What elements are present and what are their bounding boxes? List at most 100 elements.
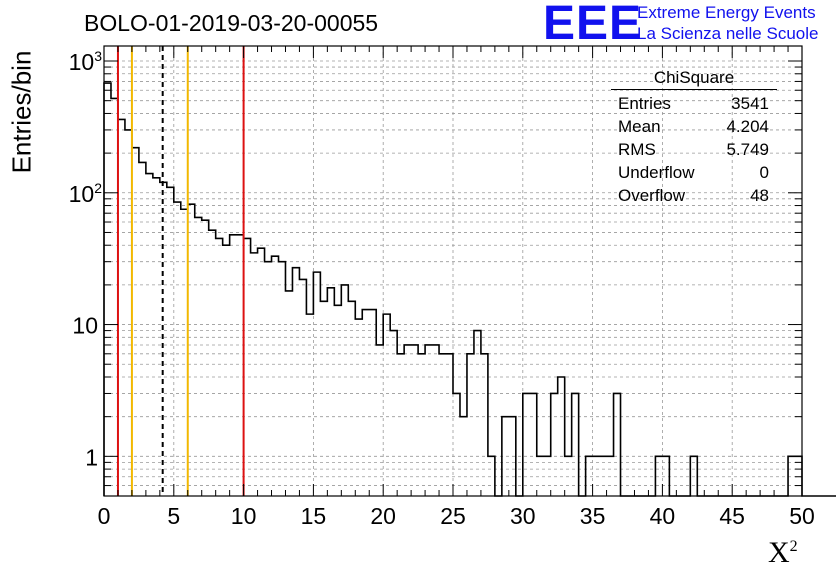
x-tick-label: 50 <box>789 503 815 529</box>
histogram-series <box>103 82 836 497</box>
histogram-bin <box>195 217 202 496</box>
histogram-bin <box>586 456 593 496</box>
histogram-bin <box>411 345 418 496</box>
y-tick-label: 1 <box>85 444 98 470</box>
histogram-bin <box>558 377 565 496</box>
histogram-bin <box>565 456 572 496</box>
stats-row-entries: Entries 3541 <box>618 94 769 113</box>
histogram-bin <box>279 262 286 496</box>
histogram-bin <box>167 187 174 496</box>
x-tick-label: 0 <box>98 503 111 529</box>
histogram-bin <box>655 456 662 496</box>
histogram-bin <box>530 393 537 496</box>
x-axis-label: X2 <box>768 536 798 569</box>
histogram-bin <box>544 456 551 496</box>
stats-row-rms: RMS 5.749 <box>618 140 769 159</box>
x-tick-label: 30 <box>510 503 536 529</box>
histogram-bin <box>265 262 272 496</box>
histogram-bin <box>244 238 251 496</box>
histogram-bin <box>146 174 153 496</box>
histogram-bin <box>418 354 425 496</box>
logo-line-2: La Scienza nelle Scuole <box>637 24 819 43</box>
histogram-bin <box>348 301 355 496</box>
histogram-bin <box>285 291 292 496</box>
histogram-bin <box>537 456 544 496</box>
histogram-bin <box>320 301 327 496</box>
reference-lines <box>116 46 245 496</box>
histogram-bin <box>251 253 258 496</box>
stats-row-overflow: Overflow 48 <box>618 186 769 205</box>
histogram-bin <box>607 456 614 496</box>
histogram-bin <box>362 310 369 496</box>
y-axis-label: Entries/bin <box>6 50 37 174</box>
chart-title: BOLO-01-2019-03-20-00055 <box>84 10 379 36</box>
histogram-bin <box>132 148 139 496</box>
histogram-bin <box>502 417 509 496</box>
histogram-bin <box>404 345 411 496</box>
histogram-bin <box>223 245 230 496</box>
histogram-bin <box>369 310 376 496</box>
x-tick-label: 20 <box>370 503 396 529</box>
histogram-bin <box>153 178 160 496</box>
histogram-bin <box>111 98 118 496</box>
histogram-bin <box>272 256 279 496</box>
histogram-bin <box>383 314 390 496</box>
histogram-bin <box>446 354 453 496</box>
histogram-bin <box>341 285 348 496</box>
histogram-bin <box>432 345 439 496</box>
histogram-bin <box>216 238 223 496</box>
stats-box-title: ChiSquare <box>611 67 777 90</box>
x-tick-label: 25 <box>440 503 466 529</box>
histogram-bin <box>439 354 446 496</box>
x-tick-label: 35 <box>580 503 606 529</box>
histogram-bin <box>425 345 432 496</box>
histogram-bin <box>390 331 397 496</box>
histogram-bin <box>593 456 600 496</box>
histogram-bin <box>397 354 404 496</box>
eee-logo: EEE <box>543 0 643 50</box>
y-tick-label: 103 <box>69 48 103 75</box>
stats-box: ChiSquare Entries 3541 Mean 4.204 RMS 5.749… <box>611 67 777 207</box>
histogram-bin <box>125 130 132 496</box>
histogram-bin <box>258 248 265 496</box>
histogram-bin <box>600 456 607 496</box>
histogram-bin <box>174 202 181 496</box>
histogram-bin <box>551 393 558 496</box>
histogram-bin <box>104 83 111 496</box>
histogram-bin <box>188 204 195 496</box>
histogram-bin <box>306 314 313 496</box>
x-tick-label: 15 <box>301 503 327 529</box>
histogram-outline <box>103 82 836 497</box>
histogram-bin <box>788 456 795 496</box>
histogram-bin <box>523 393 530 496</box>
histogram-bin <box>327 288 334 496</box>
x-tick-label: 45 <box>719 503 745 529</box>
histogram-bin <box>139 162 146 496</box>
histogram-bin <box>488 456 495 496</box>
histogram-bin <box>572 393 579 496</box>
x-tick-label: 10 <box>231 503 257 529</box>
histogram-bin <box>481 354 488 496</box>
histogram-bin <box>509 417 516 496</box>
y-tick-label: 10 <box>72 313 98 339</box>
histogram-bin <box>334 305 341 496</box>
logo-line-1: Extreme Energy Events <box>637 3 816 22</box>
histogram-bin <box>230 235 237 496</box>
histogram-bin <box>292 268 299 496</box>
histogram-bin <box>614 393 621 496</box>
histogram-bin <box>474 331 481 496</box>
histogram-bin <box>313 272 320 496</box>
x-tick-label: 5 <box>167 503 180 529</box>
axis-ticks: 0 5 10 15 20 25 30 35 40 45 50 1 10 102 103 <box>69 46 815 529</box>
histogram-bin <box>376 345 383 496</box>
histogram-bin <box>237 235 244 496</box>
histogram-bin <box>209 230 216 496</box>
histogram-bin <box>355 319 362 496</box>
histogram-bin <box>299 279 306 496</box>
x-tick-label: 40 <box>650 503 676 529</box>
y-tick-label: 102 <box>69 180 103 207</box>
histogram-bin <box>460 417 467 496</box>
histogram-bin <box>662 456 669 496</box>
histogram-bin <box>690 456 697 496</box>
